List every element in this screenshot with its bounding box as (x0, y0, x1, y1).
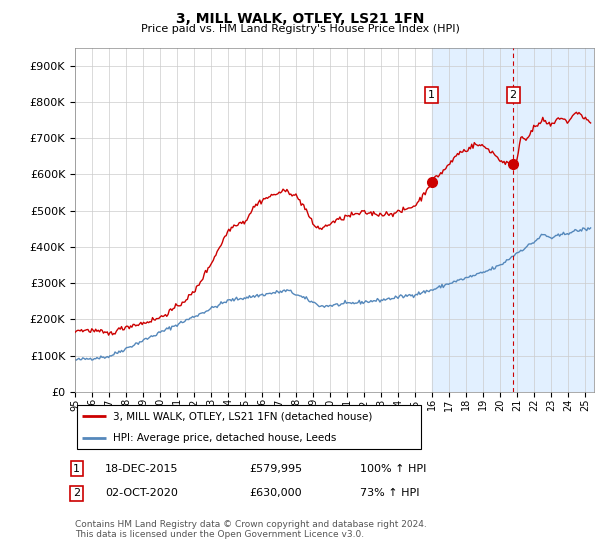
Text: Price paid vs. HM Land Registry's House Price Index (HPI): Price paid vs. HM Land Registry's House … (140, 24, 460, 34)
FancyBboxPatch shape (77, 405, 421, 449)
Text: 02-OCT-2020: 02-OCT-2020 (105, 488, 178, 498)
Text: 3, MILL WALK, OTLEY, LS21 1FN: 3, MILL WALK, OTLEY, LS21 1FN (176, 12, 424, 26)
Text: 1: 1 (428, 90, 435, 100)
Text: 18-DEC-2015: 18-DEC-2015 (105, 464, 179, 474)
Text: £579,995: £579,995 (249, 464, 302, 474)
Text: 100% ↑ HPI: 100% ↑ HPI (360, 464, 427, 474)
Text: £630,000: £630,000 (249, 488, 302, 498)
Text: 1: 1 (73, 464, 80, 474)
Text: HPI: Average price, detached house, Leeds: HPI: Average price, detached house, Leed… (113, 433, 337, 443)
Text: Contains HM Land Registry data © Crown copyright and database right 2024.
This d: Contains HM Land Registry data © Crown c… (75, 520, 427, 539)
Text: 2: 2 (73, 488, 80, 498)
Text: 73% ↑ HPI: 73% ↑ HPI (360, 488, 419, 498)
Bar (431, 48, 594, 392)
Text: 3, MILL WALK, OTLEY, LS21 1FN (detached house): 3, MILL WALK, OTLEY, LS21 1FN (detached … (113, 411, 373, 421)
Text: 2: 2 (509, 90, 517, 100)
